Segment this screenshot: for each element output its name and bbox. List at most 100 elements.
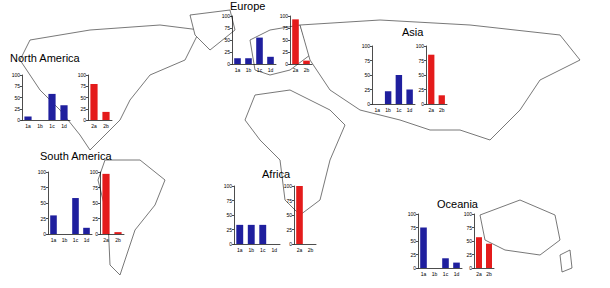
svg-text:0: 0 <box>95 231 98 237</box>
svg-text:100: 100 <box>222 13 231 19</box>
svg-text:2a: 2a <box>91 123 97 129</box>
svg-text:2a: 2a <box>293 67 299 73</box>
svg-text:1a: 1a <box>237 247 243 253</box>
svg-text:75: 75 <box>364 58 370 64</box>
svg-text:25: 25 <box>286 227 292 233</box>
svg-text:75: 75 <box>286 198 292 204</box>
svg-text:75: 75 <box>282 25 288 31</box>
svg-text:South America: South America <box>40 150 112 162</box>
svg-text:75: 75 <box>14 83 20 89</box>
svg-text:100: 100 <box>78 72 87 78</box>
svg-text:50: 50 <box>14 95 20 101</box>
svg-text:0: 0 <box>421 101 424 107</box>
svg-text:100: 100 <box>464 211 473 217</box>
svg-text:1b: 1b <box>37 123 43 129</box>
svg-text:1c: 1c <box>73 237 79 243</box>
svg-text:25: 25 <box>466 252 472 258</box>
svg-text:50: 50 <box>364 72 370 78</box>
svg-text:2a: 2a <box>297 247 303 253</box>
svg-text:25: 25 <box>40 216 46 222</box>
svg-text:0: 0 <box>229 241 232 247</box>
svg-text:Europe: Europe <box>230 0 265 12</box>
svg-text:2b: 2b <box>486 271 492 277</box>
svg-text:0: 0 <box>469 265 472 271</box>
svg-text:25: 25 <box>282 49 288 55</box>
svg-text:2b: 2b <box>115 237 121 243</box>
svg-text:1a: 1a <box>375 107 381 113</box>
svg-text:0: 0 <box>289 241 292 247</box>
svg-text:25: 25 <box>14 106 20 112</box>
svg-text:1d: 1d <box>454 271 460 277</box>
svg-text:0: 0 <box>227 61 230 67</box>
svg-text:1a: 1a <box>235 67 241 73</box>
svg-text:1c: 1c <box>396 107 402 113</box>
svg-text:Africa: Africa <box>262 168 291 180</box>
svg-text:2a: 2a <box>476 271 482 277</box>
svg-text:1b: 1b <box>62 237 68 243</box>
svg-text:25: 25 <box>364 87 370 93</box>
svg-text:1d: 1d <box>271 247 277 253</box>
svg-text:1d: 1d <box>84 237 90 243</box>
svg-text:2b: 2b <box>304 67 310 73</box>
svg-text:25: 25 <box>226 227 232 233</box>
svg-text:1c: 1c <box>443 271 449 277</box>
svg-text:Oceania: Oceania <box>437 198 479 210</box>
svg-text:1c: 1c <box>260 247 266 253</box>
svg-text:1d: 1d <box>268 67 274 73</box>
svg-text:0: 0 <box>285 61 288 67</box>
svg-text:100: 100 <box>408 211 417 217</box>
svg-text:25: 25 <box>224 49 230 55</box>
svg-text:North America: North America <box>10 52 81 64</box>
svg-text:50: 50 <box>40 200 46 206</box>
svg-text:25: 25 <box>418 87 424 93</box>
svg-text:0: 0 <box>413 265 416 271</box>
svg-text:100: 100 <box>416 43 425 49</box>
svg-text:75: 75 <box>224 25 230 31</box>
svg-text:50: 50 <box>286 212 292 218</box>
svg-text:100: 100 <box>284 183 293 189</box>
svg-text:0: 0 <box>367 101 370 107</box>
svg-text:75: 75 <box>418 58 424 64</box>
svg-text:75: 75 <box>410 225 416 231</box>
svg-text:50: 50 <box>282 37 288 43</box>
svg-text:50: 50 <box>226 212 232 218</box>
svg-text:2b: 2b <box>308 247 314 253</box>
svg-text:1b: 1b <box>385 107 391 113</box>
svg-text:1c: 1c <box>257 67 263 73</box>
svg-text:100: 100 <box>224 183 233 189</box>
svg-text:75: 75 <box>466 225 472 231</box>
svg-text:75: 75 <box>80 83 86 89</box>
svg-text:Asia: Asia <box>402 26 424 38</box>
svg-text:25: 25 <box>92 216 98 222</box>
svg-text:100: 100 <box>90 169 99 175</box>
svg-text:50: 50 <box>466 238 472 244</box>
svg-text:25: 25 <box>410 252 416 258</box>
svg-text:75: 75 <box>226 198 232 204</box>
svg-text:1a: 1a <box>421 271 427 277</box>
svg-text:100: 100 <box>280 13 289 19</box>
svg-text:1d: 1d <box>407 107 413 113</box>
svg-text:50: 50 <box>418 72 424 78</box>
svg-text:100: 100 <box>12 72 21 78</box>
svg-text:1c: 1c <box>49 123 55 129</box>
svg-text:1b: 1b <box>246 67 252 73</box>
svg-text:1b: 1b <box>432 271 438 277</box>
svg-text:75: 75 <box>92 185 98 191</box>
svg-text:0: 0 <box>17 117 20 123</box>
svg-text:2a: 2a <box>103 237 109 243</box>
svg-text:100: 100 <box>362 43 371 49</box>
svg-text:25: 25 <box>80 106 86 112</box>
svg-text:0: 0 <box>83 117 86 123</box>
svg-text:50: 50 <box>80 95 86 101</box>
svg-text:50: 50 <box>92 200 98 206</box>
svg-text:1d: 1d <box>61 123 67 129</box>
svg-text:100: 100 <box>38 169 47 175</box>
svg-text:1b: 1b <box>248 247 254 253</box>
svg-text:2a: 2a <box>428 107 434 113</box>
svg-text:1a: 1a <box>25 123 31 129</box>
svg-text:50: 50 <box>410 238 416 244</box>
svg-text:1a: 1a <box>51 237 57 243</box>
svg-text:2b: 2b <box>439 107 445 113</box>
svg-text:0: 0 <box>43 231 46 237</box>
svg-text:2b: 2b <box>103 123 109 129</box>
